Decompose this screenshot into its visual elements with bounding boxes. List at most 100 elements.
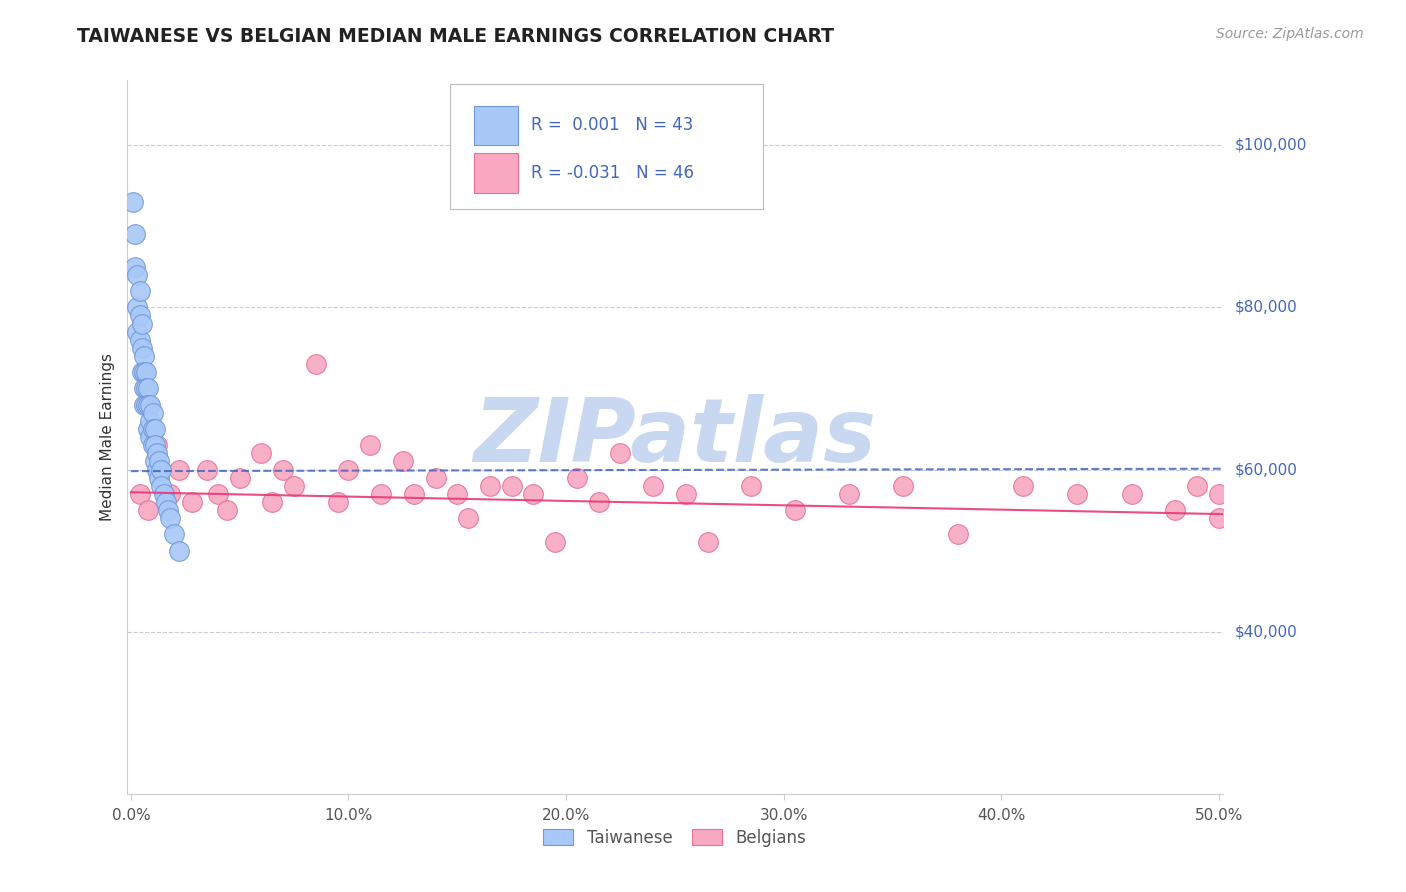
Point (893, 479, 915, 493)
Point (139, 414, 162, 428)
Point (135, 381, 157, 395)
Point (740, 479, 762, 493)
Text: R =  0.001   N = 43: R = 0.001 N = 43 (531, 116, 693, 134)
Point (544, 535, 567, 549)
Legend: Taiwanese, Belgians: Taiwanese, Belgians (537, 822, 813, 854)
Point (136, 381, 159, 395)
Bar (474, 105, 517, 145)
Point (783, 503, 806, 517)
Point (402, 487, 425, 501)
Point (271, 462, 294, 476)
Y-axis label: Median Male Earnings: Median Male Earnings (100, 353, 115, 521)
Point (128, 487, 150, 501)
Point (167, 462, 190, 476)
Point (128, 309, 150, 323)
Point (124, 227, 146, 242)
Point (195, 462, 218, 476)
Point (142, 422, 165, 436)
Point (1208, 487, 1230, 501)
Point (1164, 503, 1187, 517)
Point (135, 398, 157, 412)
Point (132, 398, 155, 412)
Point (148, 470, 170, 484)
Point (359, 438, 381, 452)
Bar (474, 153, 517, 193)
Point (522, 487, 544, 501)
Point (143, 454, 166, 468)
Point (155, 495, 177, 509)
Point (131, 365, 153, 379)
Point (457, 511, 479, 525)
Point (132, 365, 155, 379)
Point (136, 398, 159, 412)
Point (425, 470, 447, 484)
Point (143, 422, 166, 436)
Point (132, 349, 155, 363)
Text: $80,000: $80,000 (1234, 300, 1298, 315)
Point (135, 365, 157, 379)
Point (262, 495, 284, 509)
Point (139, 398, 162, 412)
Point (136, 422, 159, 436)
Point (337, 462, 360, 476)
Point (207, 487, 229, 501)
Point (370, 487, 392, 501)
Point (142, 438, 165, 452)
Point (143, 438, 166, 452)
Point (150, 479, 173, 493)
Point (139, 430, 162, 444)
Point (305, 357, 328, 371)
Point (150, 462, 173, 476)
Point (609, 446, 631, 460)
Point (501, 479, 523, 493)
Point (146, 462, 169, 476)
Point (1208, 511, 1230, 525)
Point (588, 495, 610, 509)
Point (159, 511, 181, 525)
Point (696, 535, 718, 549)
Point (127, 301, 149, 315)
Point (156, 503, 179, 517)
Point (148, 454, 170, 468)
Text: $40,000: $40,000 (1234, 624, 1298, 640)
Point (131, 317, 153, 331)
Point (250, 446, 273, 460)
Point (128, 284, 150, 298)
Point (163, 527, 186, 541)
Text: ZIPatlas: ZIPatlas (474, 393, 876, 481)
Point (392, 454, 415, 468)
Point (167, 543, 190, 558)
Point (215, 503, 238, 517)
Point (675, 487, 697, 501)
Point (142, 406, 165, 420)
Point (946, 527, 969, 541)
Text: $100,000: $100,000 (1234, 137, 1306, 153)
Point (122, 194, 145, 209)
Point (127, 325, 149, 339)
Text: TAIWANESE VS BELGIAN MEDIAN MALE EARNINGS CORRELATION CHART: TAIWANESE VS BELGIAN MEDIAN MALE EARNING… (77, 27, 834, 45)
Text: $60,000: $60,000 (1234, 462, 1298, 477)
Point (228, 470, 250, 484)
FancyBboxPatch shape (450, 84, 762, 209)
Point (152, 487, 174, 501)
Point (136, 503, 159, 517)
Point (478, 479, 501, 493)
Point (146, 438, 169, 452)
Point (146, 446, 169, 460)
Point (128, 333, 150, 347)
Point (283, 479, 305, 493)
Point (124, 260, 146, 274)
Text: R = -0.031   N = 46: R = -0.031 N = 46 (531, 164, 695, 182)
Point (326, 495, 349, 509)
Point (127, 268, 149, 282)
Text: Source: ZipAtlas.com: Source: ZipAtlas.com (1216, 27, 1364, 41)
Point (159, 487, 181, 501)
Point (446, 487, 468, 501)
Point (838, 487, 860, 501)
Point (643, 479, 665, 493)
Point (1012, 479, 1035, 493)
Point (565, 470, 588, 484)
Point (1066, 487, 1088, 501)
Point (132, 381, 155, 395)
Point (131, 341, 153, 355)
